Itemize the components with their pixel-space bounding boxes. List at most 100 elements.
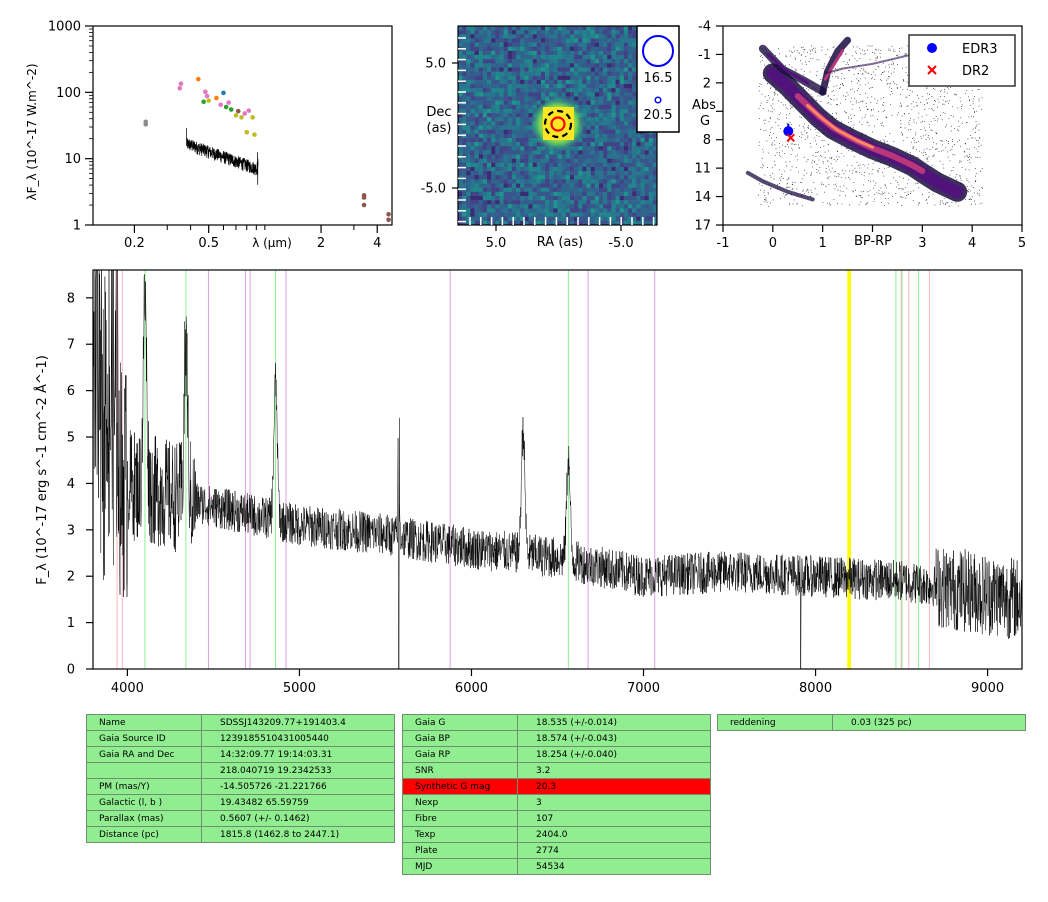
cutout-pixel bbox=[574, 50, 579, 56]
cutout-pixel bbox=[549, 183, 554, 188]
cutout-pixel bbox=[466, 92, 471, 97]
cutout-pixel bbox=[557, 162, 562, 168]
table-key: Parallax (mas) bbox=[86, 810, 202, 827]
cutout-pixel bbox=[574, 42, 579, 48]
cutout-pixel bbox=[520, 154, 525, 159]
cutout-pixel bbox=[557, 220, 562, 225]
sed-photometry-point bbox=[214, 95, 219, 101]
cutout-pixel bbox=[528, 137, 533, 143]
cutout-pixel bbox=[603, 125, 608, 130]
cutout-pixel bbox=[603, 179, 608, 184]
cutout-pixel bbox=[648, 154, 654, 159]
cutout-pixel bbox=[545, 34, 550, 39]
cutout-pixel bbox=[462, 150, 467, 155]
cutout-pixel bbox=[578, 208, 583, 213]
cutout-pixel bbox=[578, 154, 583, 159]
table-value: SDSSJ143209.77+191403.4 bbox=[201, 714, 395, 731]
cutout-pixel bbox=[511, 142, 517, 147]
cutout-pixel bbox=[524, 55, 529, 60]
cutout-pixel bbox=[561, 55, 567, 60]
cutout-pixel bbox=[578, 71, 583, 77]
cutout-pixel bbox=[636, 208, 641, 213]
cutout-pixel bbox=[495, 187, 500, 193]
cutout-pixel bbox=[557, 208, 562, 213]
cutout-pixel bbox=[603, 220, 608, 225]
cutout-pixel bbox=[644, 166, 650, 172]
cutout-y-tick-label: -5.0 bbox=[421, 182, 446, 197]
cutout-pixel bbox=[640, 212, 645, 218]
cutout-pixel bbox=[598, 84, 604, 89]
cutout-pixel bbox=[582, 183, 587, 188]
cutout-pixel bbox=[598, 171, 604, 176]
cutout-pixel bbox=[619, 67, 625, 72]
cutout-pixel bbox=[644, 200, 650, 205]
cutout-pixel bbox=[503, 88, 509, 93]
cutout-pixel bbox=[632, 146, 637, 151]
cutout-pixel bbox=[478, 121, 484, 126]
cutout-pixel bbox=[495, 208, 500, 213]
cutout-pixel bbox=[466, 63, 471, 68]
cutout-pixel bbox=[545, 216, 550, 222]
spectrum-y-tick-label: 8 bbox=[67, 291, 75, 306]
cutout-pixel bbox=[553, 79, 558, 85]
cutout-pixel bbox=[561, 75, 567, 81]
cutout-pixel bbox=[652, 216, 657, 222]
cutout-pixel bbox=[536, 146, 542, 151]
cutout-pixel bbox=[536, 166, 542, 172]
cutout-pixel bbox=[495, 137, 500, 143]
cutout-pixel bbox=[507, 71, 513, 77]
cutout-pixel bbox=[499, 88, 504, 93]
cutout-pixel bbox=[615, 212, 620, 218]
cutout-pixel bbox=[553, 42, 558, 48]
cutout-pixel bbox=[640, 158, 645, 164]
cutout-pixel bbox=[516, 195, 521, 201]
cutout-pixel bbox=[462, 204, 467, 209]
cutout-pixel bbox=[569, 183, 575, 188]
cutout-pixel bbox=[528, 67, 533, 72]
cutout-pixel bbox=[623, 200, 629, 205]
cutout-pixel bbox=[474, 166, 480, 172]
cutout-pixel bbox=[615, 55, 620, 60]
cutout-pixel bbox=[478, 50, 484, 56]
cutout-pixel bbox=[565, 191, 571, 197]
cutout-pixel bbox=[478, 55, 484, 60]
cutout-pixel bbox=[615, 42, 620, 48]
cutout-pixel bbox=[632, 26, 637, 31]
cutout-pixel bbox=[619, 208, 625, 213]
cutout-pixel bbox=[470, 117, 475, 122]
cutout-pixel bbox=[536, 195, 542, 201]
cutout-pixel bbox=[636, 195, 641, 201]
cutout-scale-legend: 16.5 20.5 bbox=[636, 25, 680, 133]
cutout-pixel bbox=[495, 100, 500, 106]
cutout-pixel bbox=[520, 204, 525, 209]
cutout-pixel bbox=[565, 38, 571, 43]
cutout-pixel bbox=[528, 79, 533, 85]
cutout-pixel bbox=[598, 100, 604, 106]
cutout-pixel bbox=[598, 204, 604, 209]
cutout-pixel bbox=[594, 26, 600, 31]
cutout-pixel bbox=[462, 117, 467, 122]
cutout-pixel bbox=[565, 216, 571, 222]
cutout-pixel bbox=[590, 88, 596, 93]
cutout-pixel bbox=[632, 133, 637, 139]
table-row: Gaia BP 18.574 (+/-0.043) bbox=[402, 730, 711, 747]
cutout-pixel bbox=[524, 26, 529, 31]
cutout-pixel bbox=[478, 34, 484, 39]
cutout-pixel bbox=[574, 96, 579, 101]
cutout-pixel bbox=[623, 187, 629, 193]
cutout-pixel bbox=[511, 133, 517, 139]
cutout-pixel bbox=[632, 92, 637, 97]
cutout-pixel bbox=[478, 150, 484, 155]
cutout-pixel bbox=[619, 104, 625, 110]
cutout-pixel bbox=[590, 75, 596, 81]
cutout-pixel bbox=[594, 34, 600, 39]
cutout-pixel bbox=[640, 162, 645, 168]
cutout-pixel bbox=[520, 220, 525, 225]
cutout-pixel bbox=[495, 158, 500, 164]
cutout-pixel bbox=[495, 88, 500, 93]
cutout-pixel bbox=[611, 220, 616, 225]
cutout-pixel bbox=[499, 142, 504, 147]
cutout-pixel bbox=[507, 38, 513, 43]
cutout-pixel bbox=[474, 67, 480, 72]
cutout-pixel bbox=[462, 216, 467, 222]
